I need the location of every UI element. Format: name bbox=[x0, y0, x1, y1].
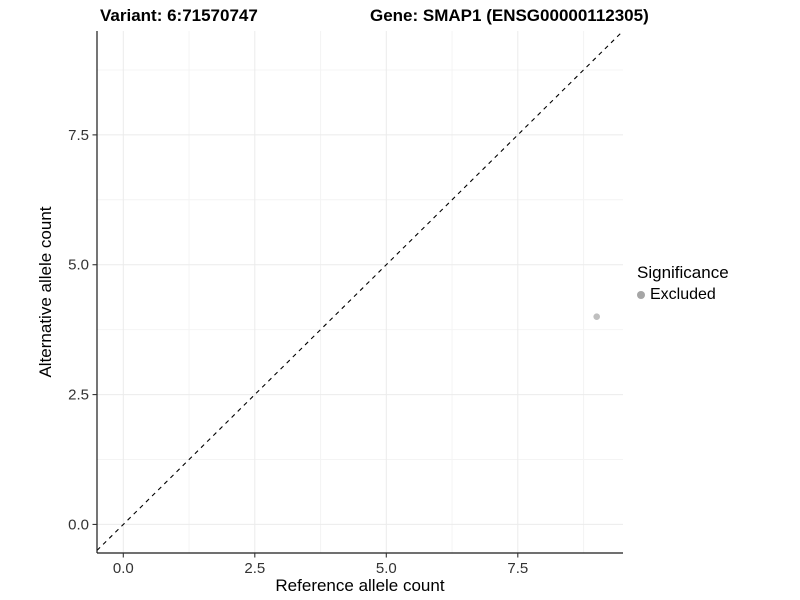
y-tick-label: 7.5 bbox=[68, 127, 89, 144]
y-tick-label: 0.0 bbox=[68, 516, 89, 533]
legend-entry-label: Excluded bbox=[650, 286, 716, 303]
x-tick-label: 2.5 bbox=[244, 560, 265, 577]
identity-dashed-line bbox=[96, 30, 624, 551]
y-axis-title: Alternative allele count bbox=[36, 206, 55, 378]
gene-title: Gene: SMAP1 (ENSG00000112305) bbox=[370, 6, 649, 25]
variant-title: Variant: 6:71570747 bbox=[100, 6, 258, 25]
y-tick-label: 2.5 bbox=[68, 387, 89, 404]
data-point bbox=[593, 313, 600, 320]
legend-entry-excluded: Excluded bbox=[637, 286, 729, 304]
x-tick-label: 5.0 bbox=[376, 560, 397, 577]
legend: Significance Excluded bbox=[637, 263, 729, 304]
legend-title: Significance bbox=[637, 263, 729, 282]
x-axis-title: Reference allele count bbox=[275, 576, 445, 595]
legend-point-icon bbox=[637, 291, 645, 299]
y-tick-label: 5.0 bbox=[68, 257, 89, 274]
x-tick-label: 0.0 bbox=[113, 560, 134, 577]
x-tick-label: 7.5 bbox=[507, 560, 528, 577]
